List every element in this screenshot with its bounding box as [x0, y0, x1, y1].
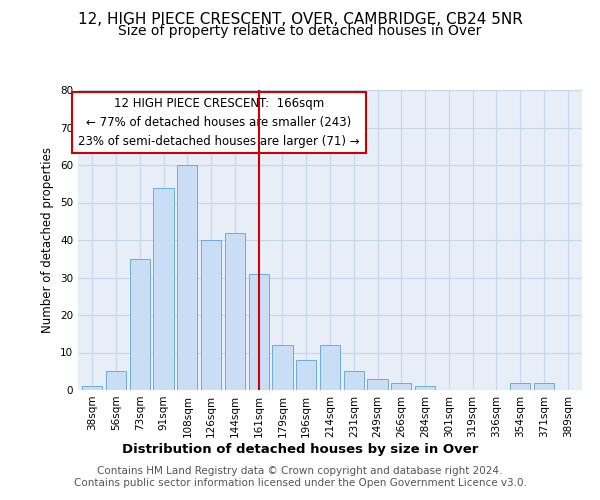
Bar [130, 259, 150, 390]
Bar [367, 379, 388, 390]
Bar [510, 382, 530, 390]
Bar [177, 165, 197, 390]
Text: 12 HIGH PIECE CRESCENT:  166sqm
← 77% of detached houses are smaller (243)
23% o: 12 HIGH PIECE CRESCENT: 166sqm ← 77% of … [79, 98, 360, 148]
Bar [106, 371, 126, 390]
Text: Size of property relative to detached houses in Over: Size of property relative to detached ho… [118, 24, 482, 38]
Bar [154, 188, 173, 390]
Bar [344, 371, 364, 390]
Bar [225, 232, 245, 390]
Bar [534, 382, 554, 390]
Bar [391, 382, 412, 390]
Text: Contains HM Land Registry data © Crown copyright and database right 2024.
Contai: Contains HM Land Registry data © Crown c… [74, 466, 526, 487]
Text: Distribution of detached houses by size in Over: Distribution of detached houses by size … [122, 442, 478, 456]
Bar [415, 386, 435, 390]
Bar [272, 345, 293, 390]
Bar [82, 386, 103, 390]
Bar [201, 240, 221, 390]
Y-axis label: Number of detached properties: Number of detached properties [41, 147, 55, 333]
Bar [248, 274, 269, 390]
Bar [320, 345, 340, 390]
Text: 12, HIGH PIECE CRESCENT, OVER, CAMBRIDGE, CB24 5NR: 12, HIGH PIECE CRESCENT, OVER, CAMBRIDGE… [77, 12, 523, 28]
Bar [296, 360, 316, 390]
